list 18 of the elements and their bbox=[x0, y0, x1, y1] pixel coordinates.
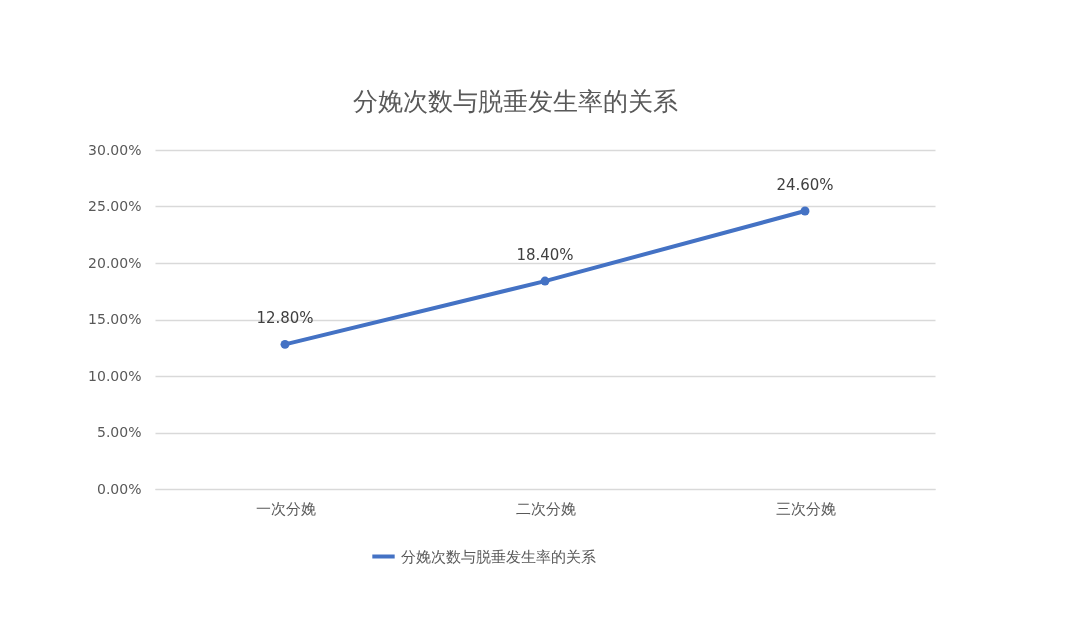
data-label: 12.80% bbox=[256, 309, 314, 328]
data-label: 24.60% bbox=[776, 176, 834, 195]
y-tick-label: 10.00% bbox=[88, 367, 142, 384]
point bbox=[540, 276, 550, 286]
point bbox=[280, 339, 290, 349]
data-label: 18.40% bbox=[516, 246, 574, 265]
y-tick-label: 25.00% bbox=[88, 198, 142, 214]
y-tick-label: 0.00% bbox=[97, 480, 142, 497]
y-tick-label: 20.00% bbox=[88, 254, 142, 271]
y-tick-label: 15.00% bbox=[88, 311, 142, 327]
y-tick-label: 5.00% bbox=[97, 424, 142, 440]
x-tick-label: 三次分娩 bbox=[775, 499, 836, 518]
point bbox=[800, 206, 810, 216]
chart-title: 分娩次数与脱垂发生率的关系 bbox=[352, 87, 678, 116]
legend-label: 分娩次数与脱垂发生率的关系 bbox=[401, 547, 596, 566]
x-tick-label: 二次分娩 bbox=[515, 499, 576, 518]
x-tick-label: 一次分娩 bbox=[255, 499, 316, 518]
y-tick-label: 30.00% bbox=[88, 141, 142, 158]
